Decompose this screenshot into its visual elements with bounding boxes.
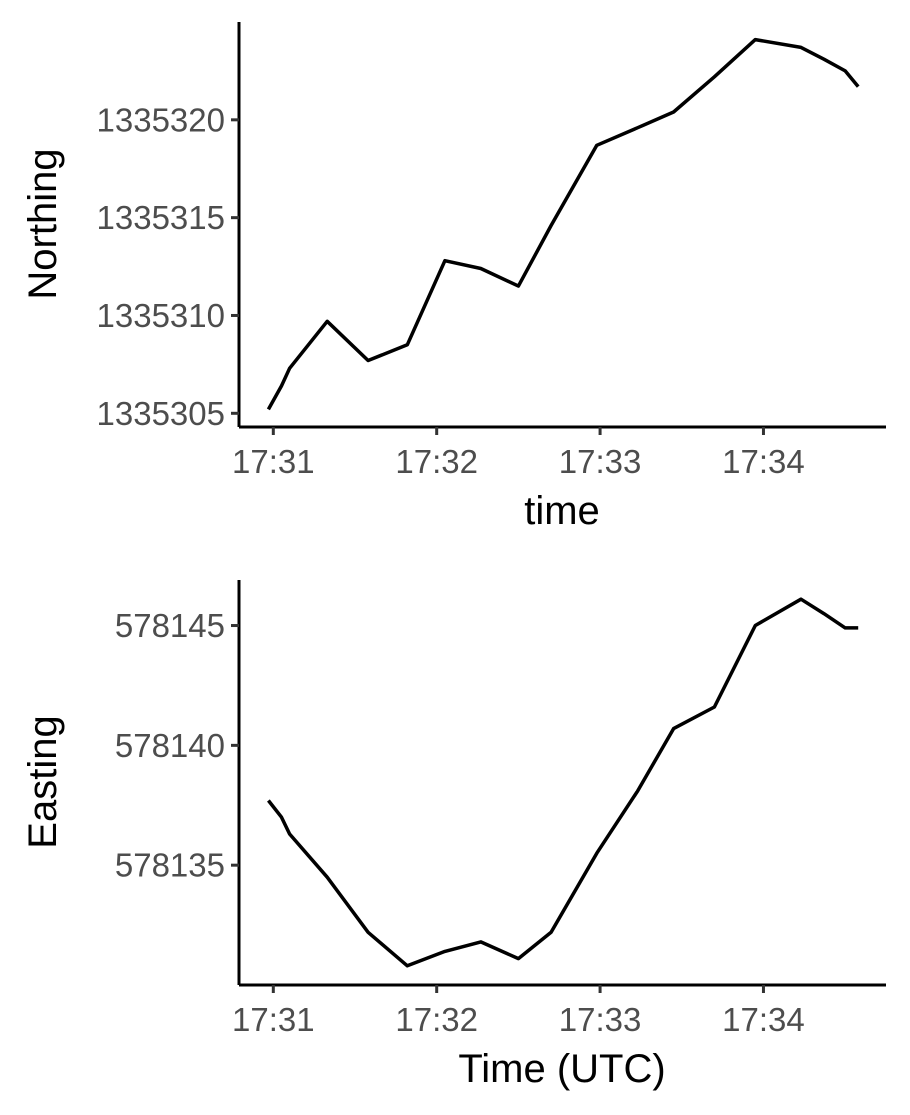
y-tick-label: 1335315 (97, 199, 225, 236)
x-tick-label: 17:34 (722, 1001, 805, 1038)
x-tick-label: 17:32 (395, 443, 478, 480)
x-axis-title: time (524, 489, 600, 533)
y-tick-label: 578145 (115, 607, 225, 644)
series-group (266, 37, 860, 411)
x-tick-label: 17:32 (395, 1001, 478, 1038)
y-tick-label: 1335310 (97, 297, 225, 334)
tick-group: 1335305 1335310 1335315 1335320 17:31 17:32 17… (97, 101, 805, 480)
series-group (267, 597, 859, 968)
y-tick-label: 1335305 (97, 395, 225, 432)
series-line (266, 37, 860, 411)
tick-group: 578135 578140 578145 17:31 17:32 17:33 17:34 (115, 607, 805, 1038)
x-axis-title: Time (UTC) (458, 1047, 665, 1091)
y-axis-title: Easting (21, 715, 65, 848)
y-tick-label: 578140 (115, 727, 225, 764)
x-tick-label: 17:34 (722, 443, 805, 480)
x-tick-label: 17:33 (559, 1001, 642, 1038)
y-tick-label: 578135 (115, 847, 225, 884)
y-axis-title: Northing (21, 148, 65, 299)
x-tick-label: 17:31 (232, 443, 315, 480)
x-tick-label: 17:31 (232, 1001, 315, 1038)
y-tick-label: 1335320 (97, 101, 225, 138)
panel-northing: 1335305 1335310 1335315 1335320 17:31 17:32 17… (21, 22, 886, 533)
panel-easting: 578135 578140 578145 17:31 17:32 17:33 17:34 T… (21, 580, 886, 1091)
x-tick-label: 17:33 (559, 443, 642, 480)
series-line (267, 597, 859, 968)
